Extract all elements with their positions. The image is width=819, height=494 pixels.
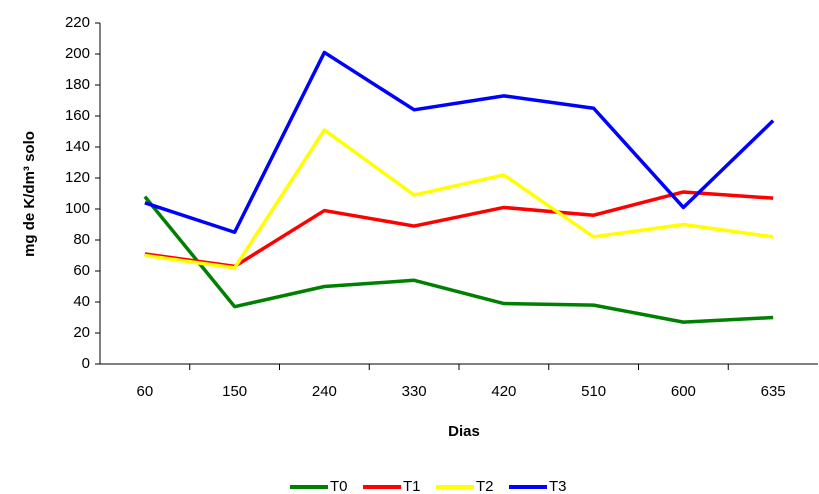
x-tick-label: 60	[137, 383, 154, 400]
legend-label: T1	[403, 478, 421, 494]
legend-label: T2	[476, 478, 494, 494]
x-tick-label: 330	[402, 383, 427, 400]
series-line	[144, 190, 774, 269]
y-tick-label: 220	[65, 14, 90, 31]
y-tick-label: 20	[73, 324, 90, 341]
legend-label: T3	[549, 478, 567, 494]
x-tick-label: 240	[312, 383, 337, 400]
y-tick-label: 200	[65, 45, 90, 62]
y-tick-label: 100	[65, 200, 90, 217]
series-line	[143, 195, 774, 324]
series-line	[144, 50, 775, 234]
x-tick-label: 150	[222, 383, 247, 400]
y-tick-label: 80	[73, 231, 90, 248]
y-tick-label: 0	[82, 355, 90, 372]
y-tick-label: 180	[65, 76, 90, 93]
x-tick-label: 635	[761, 383, 786, 400]
x-tick-label: 510	[581, 383, 606, 400]
y-axis-label: mg de K/dm³ solo	[21, 131, 38, 257]
x-tick-label: 420	[491, 383, 516, 400]
y-tick-label: 60	[73, 262, 90, 279]
y-tick-label: 120	[65, 169, 90, 186]
x-tick-label: 600	[671, 383, 696, 400]
y-tick-label: 160	[65, 107, 90, 124]
y-tick-label: 140	[65, 138, 90, 155]
x-axis-label: Dias	[448, 423, 480, 440]
series-line	[144, 128, 774, 270]
y-tick-label: 40	[73, 293, 90, 310]
legend-label: T0	[330, 478, 348, 494]
